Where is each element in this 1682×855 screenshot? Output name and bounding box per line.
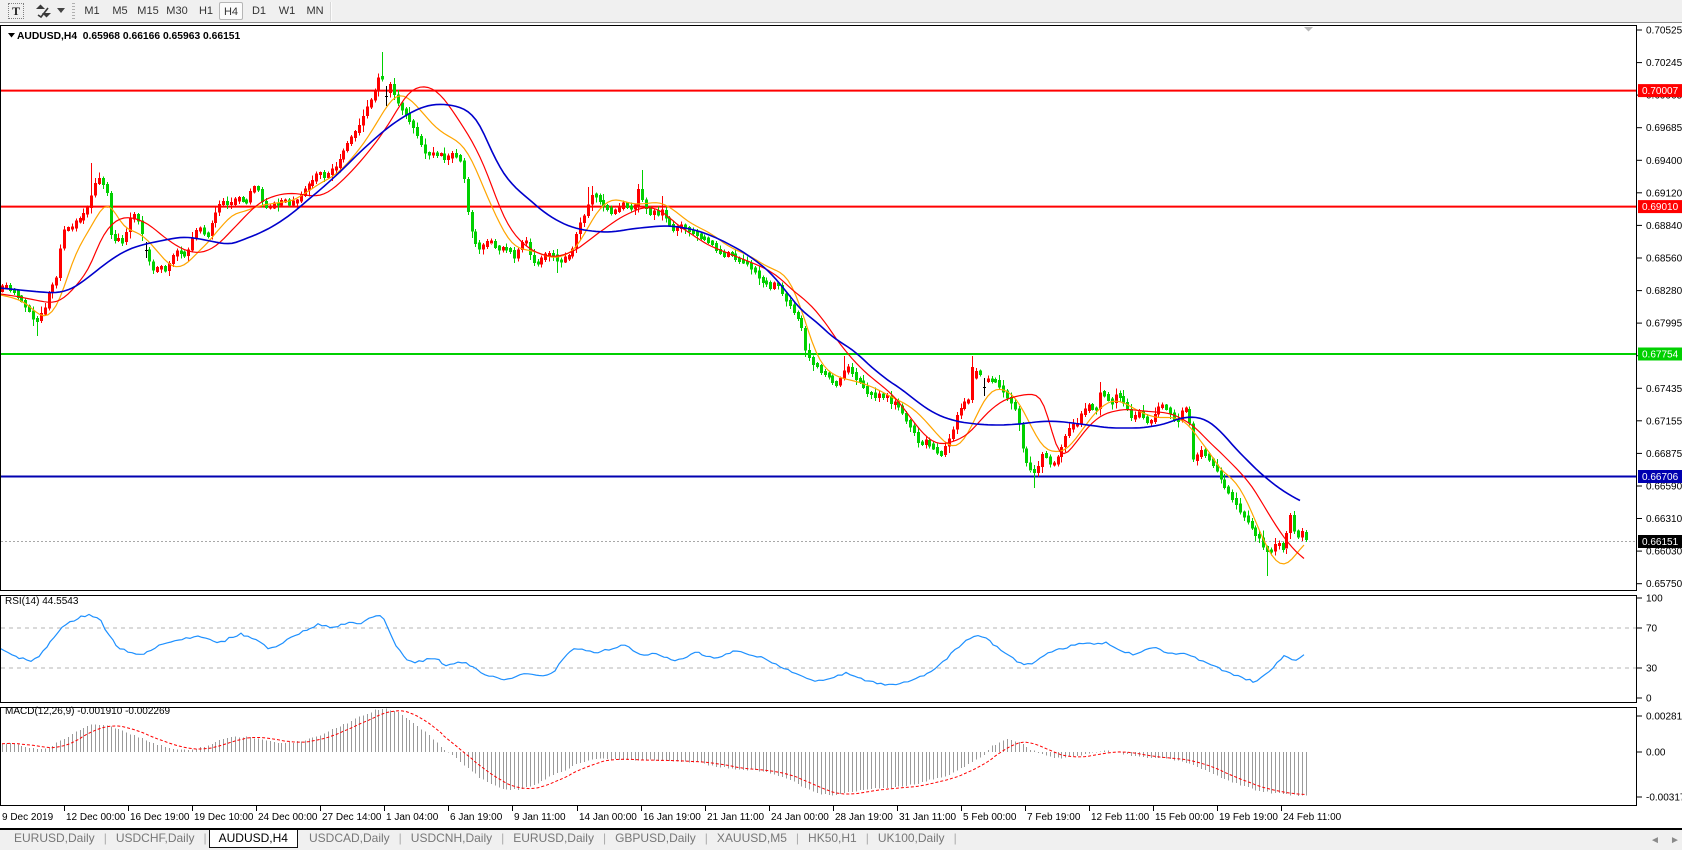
svg-text:0.70245: 0.70245: [1646, 58, 1682, 69]
svg-text:15 Feb 00:00: 15 Feb 00:00: [1155, 812, 1214, 823]
svg-text:0.66151: 0.66151: [1642, 537, 1679, 548]
svg-text:70: 70: [1646, 624, 1658, 635]
svg-text:1 Jan 04:00: 1 Jan 04:00: [386, 812, 439, 823]
svg-text:0.67995: 0.67995: [1646, 319, 1682, 330]
svg-text:0.70525: 0.70525: [1646, 26, 1682, 37]
svg-text:0.002817: 0.002817: [1646, 712, 1682, 723]
svg-text:24 Dec 00:00: 24 Dec 00:00: [258, 812, 318, 823]
svg-text:100: 100: [1646, 594, 1663, 605]
svg-text:0.67754: 0.67754: [1642, 350, 1679, 361]
svg-text:24 Feb 11:00: 24 Feb 11:00: [1283, 812, 1342, 823]
svg-text:0.65750: 0.65750: [1646, 579, 1682, 590]
svg-text:30: 30: [1646, 664, 1658, 675]
svg-text:0.66875: 0.66875: [1646, 449, 1682, 460]
svg-text:MACD(12,26,9) -0.001910 -0.002: MACD(12,26,9) -0.001910 -0.002269: [5, 706, 171, 717]
svg-text:7 Feb 19:00: 7 Feb 19:00: [1027, 812, 1081, 823]
svg-text:0.69010: 0.69010: [1642, 202, 1679, 213]
svg-text:16 Dec 19:00: 16 Dec 19:00: [130, 812, 190, 823]
svg-text:0.66030: 0.66030: [1646, 547, 1682, 558]
svg-text:14 Jan 00:00: 14 Jan 00:00: [579, 812, 637, 823]
svg-text:31 Jan 11:00: 31 Jan 11:00: [899, 812, 957, 823]
svg-text:0: 0: [1646, 694, 1652, 705]
svg-text:21 Jan 11:00: 21 Jan 11:00: [707, 812, 765, 823]
svg-text:12 Feb 11:00: 12 Feb 11:00: [1091, 812, 1150, 823]
svg-text:0.69685: 0.69685: [1646, 123, 1682, 134]
svg-text:0.68560: 0.68560: [1646, 254, 1682, 265]
svg-text:12 Dec 00:00: 12 Dec 00:00: [66, 812, 126, 823]
svg-text:5 Feb 00:00: 5 Feb 00:00: [963, 812, 1017, 823]
svg-text:9 Jan 11:00: 9 Jan 11:00: [514, 812, 566, 823]
svg-text:0.67155: 0.67155: [1646, 416, 1682, 427]
svg-text:0.69400: 0.69400: [1646, 156, 1682, 167]
svg-text:24 Jan 00:00: 24 Jan 00:00: [771, 812, 829, 823]
svg-text:0.68280: 0.68280: [1646, 286, 1682, 297]
svg-text:0.66706: 0.66706: [1642, 472, 1679, 483]
svg-text:0.66590: 0.66590: [1646, 482, 1682, 493]
svg-text:0.66310: 0.66310: [1646, 514, 1682, 525]
svg-text:9 Dec 2019: 9 Dec 2019: [2, 812, 54, 823]
svg-text:0.00: 0.00: [1646, 748, 1666, 759]
svg-text:AUDUSD,H4 0.65968 0.66166 0.6: AUDUSD,H4 0.65968 0.66166 0.65963 0.6615…: [17, 31, 241, 42]
svg-text:0.70007: 0.70007: [1642, 86, 1679, 97]
svg-text:19 Dec 10:00: 19 Dec 10:00: [194, 812, 254, 823]
svg-text:RSI(14) 44.5543: RSI(14) 44.5543: [5, 596, 79, 607]
svg-text:-0.003179: -0.003179: [1646, 793, 1682, 804]
svg-text:0.68840: 0.68840: [1646, 221, 1682, 232]
svg-text:0.67435: 0.67435: [1646, 384, 1682, 395]
svg-text:27 Dec 14:00: 27 Dec 14:00: [322, 812, 382, 823]
svg-text:19 Feb 19:00: 19 Feb 19:00: [1219, 812, 1278, 823]
svg-text:16 Jan 19:00: 16 Jan 19:00: [643, 812, 701, 823]
svg-text:6 Jan 19:00: 6 Jan 19:00: [450, 812, 503, 823]
svg-text:28 Jan 19:00: 28 Jan 19:00: [835, 812, 893, 823]
svg-text:0.69120: 0.69120: [1646, 188, 1682, 199]
